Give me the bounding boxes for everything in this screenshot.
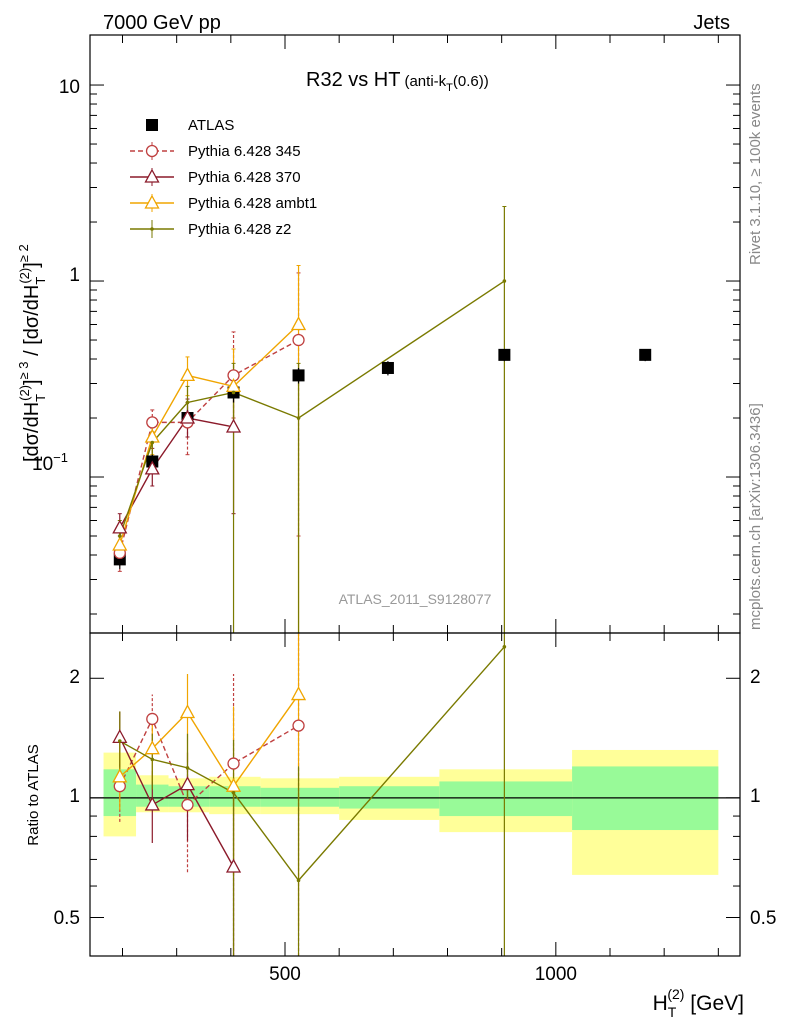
ratio-ytick-1-right: 1 [750,786,761,807]
ratio-band-inner [439,781,573,817]
pythia-6-428-z2-point [150,440,155,445]
legend-label-ambt1: Pythia 6.428 ambt1 [188,195,317,212]
main-panel-series [112,206,652,634]
ratio-pythia-6-428-z2-point [150,757,155,762]
ratio-pythia-6-428-345-point [292,719,305,732]
pythia-6-428-370-point [112,519,128,534]
atlas-point [639,348,652,361]
pythia-6-428-345-point [292,333,305,347]
ratio-pythia-6-428-z2-point [231,790,236,795]
ratio-pythia-6-428-ambt1-point [144,740,160,755]
top-ytick-0p1: 10−1 [32,450,68,475]
ratio-pythia-6-428-z2-point [185,766,190,770]
analysis-watermark: ATLAS_2011_S9128077 [339,591,492,607]
pythia-6-428-z2-point [117,534,122,538]
source-label: mcplots.cern.ch [arXiv:1306.3436] [747,403,764,630]
xtick-1000: 1000 [535,964,577,985]
atlas-point [498,348,511,361]
pythia-6-428-345-line [119,339,299,554]
ratio-pythia-6-428-z2-point [117,739,122,743]
pythia-6-428-370-point [179,409,196,424]
legend-marker-pythia-6-428-370 [144,168,160,183]
ratio-pythia-6-428-345-point [227,757,240,770]
atlas-point [381,361,394,374]
ratio-ytick-1-left: 1 [69,786,80,807]
pythia-6-428-ambt1-point [290,316,307,331]
legend-marker-pythia-6-428-345 [145,144,159,158]
pythia-6-428-370-point [225,418,242,433]
ratio-ytick-2-left: 2 [69,667,80,688]
legend-label-atlas: ATLAS [188,117,234,134]
x-axis-label: HT(2) [GeV] [653,986,744,1020]
pythia-6-428-ambt1-point [112,536,128,551]
ratio-pythia-6-428-345-line [119,717,299,807]
ratio-pythia-6-428-345-point [146,712,159,726]
pythia-6-428-z2-line [119,280,505,537]
top-title: R32 vs HT (anti-kT(0.6)) [306,69,489,94]
pythia-6-428-ambt1-point [144,428,160,443]
axis-ticks [90,35,740,956]
ratio-pythia-6-428-ambt1-point [290,686,307,701]
ratio-pythia-6-428-ambt1-point [112,768,128,783]
ratio-pythia-6-428-z2-line [119,646,505,882]
ratio-pythia-6-428-345-point [181,798,194,812]
pythia-6-428-z2-point [185,400,190,405]
legend-marker-atlas [146,119,158,131]
pythia-6-428-370-line [119,417,234,529]
ratio-pythia-6-428-370-point [225,858,242,873]
ratio-pythia-6-428-ambt1-point [179,704,196,719]
ratio-ytick-0p5-left: 0.5 [54,908,80,929]
ratio-pythia-6-428-z2-point [296,878,301,883]
legend-label-345: Pythia 6.428 345 [188,143,301,160]
header-right: Jets [693,12,730,34]
legend-label-370: Pythia 6.428 370 [188,169,301,186]
legend-marker-pythia-6-428-z2 [150,227,154,231]
pythia-6-428-ambt1-point [179,367,196,382]
pythia-6-428-z2-point [231,390,236,395]
legend-label-z2: Pythia 6.428 z2 [188,221,291,238]
ratio-band-inner [260,787,340,807]
header-left: 7000 GeV pp [103,12,221,34]
ratio-pythia-6-428-z2-point [502,645,507,649]
pythia-6-428-z2-point [502,279,507,283]
ratio-pythia-6-428-370-point [179,776,196,791]
atlas-point [292,369,305,382]
pythia-6-428-370-point [144,460,160,475]
ratio-ylabel: Ratio to ATLAS [25,744,42,845]
rivet-label: Rivet 3.1.10, ≥ 100k events [747,83,764,265]
xtick-500: 500 [269,964,301,985]
ratio-pythia-6-428-ambt1-line [119,694,300,788]
pythia-6-428-ambt1-line [119,323,300,546]
ratio-pythia-6-428-370-point [144,796,160,811]
top-ytick-1: 1 [69,265,80,286]
pythia-6-428-z2-point [296,416,301,420]
top-ytick-10: 10 [59,77,80,98]
ratio-frame [89,632,741,957]
ratio-panel-plot [112,633,507,956]
ratio-ytick-2-right: 2 [750,667,761,688]
legend-marker-pythia-6-428-ambt1 [144,194,160,209]
legend: ATLAS Pythia 6.428 345 Pythia 6.428 370 … [130,117,317,238]
ratio-pythia-6-428-370-line [119,737,235,868]
ratio-band-inner [209,786,261,807]
ratio-band-inner [168,786,210,807]
ratio-ytick-0p5-right: 0.5 [750,908,776,929]
pythia-6-428-345-point [146,416,159,429]
top-ylabel: [dσ/dHT(2)]≥ 3 / [dσ/dHT(2)]≥ 2 [16,244,48,462]
